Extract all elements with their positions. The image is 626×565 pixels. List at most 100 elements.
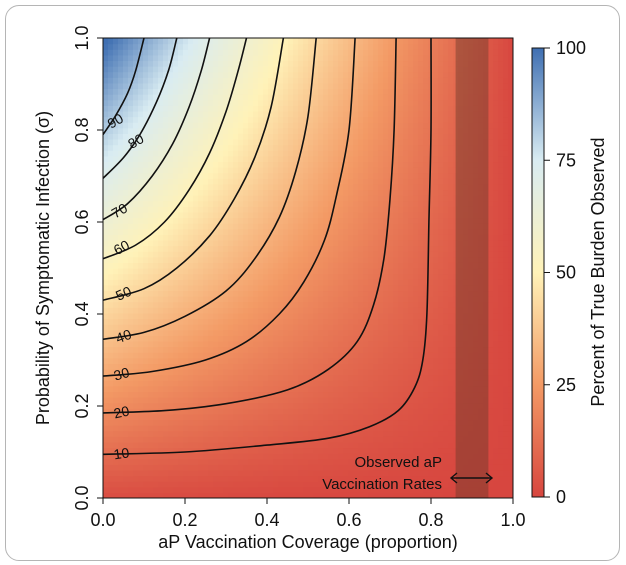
heat-cell [203,133,209,140]
heat-cell [338,464,344,471]
heat-cell [188,464,194,471]
heat-cell [358,217,364,224]
heat-cell [313,279,319,286]
heat-cell [178,183,184,191]
heat-cell [358,481,364,488]
heat-cell [188,239,194,247]
heat-cell [158,133,164,140]
heat-cell [363,475,369,482]
heat-cell [318,374,324,381]
heat-cell [128,268,134,275]
heat-cell [103,167,109,174]
heat-cell [213,312,219,320]
heat-cell [193,475,199,482]
heat-cell [213,60,219,67]
heat-cell [213,430,219,437]
heat-cell [393,307,399,314]
heat-cell [258,284,264,292]
heat-cell [248,172,254,179]
heat-cell [378,279,384,286]
heat-cell [323,492,329,498]
heat-cell [268,368,274,376]
heat-cell [248,245,254,252]
heat-cell [378,430,384,437]
heat-cell [313,60,319,67]
heat-cell [393,363,399,370]
heat-cell [263,189,269,196]
heat-cell [108,127,114,134]
heat-cell [218,385,224,393]
heat-cell [253,167,259,174]
heat-cell [318,402,324,409]
heat-cell [318,391,324,398]
heat-cell [213,329,219,336]
heat-cell [198,425,204,432]
heat-cell [338,223,344,230]
heat-cell [223,301,229,308]
heat-cell [278,464,284,471]
heat-cell [253,127,259,134]
heat-cell [213,301,219,308]
heat-cell [138,228,144,235]
heat-cell [268,138,274,146]
heat-cell [358,279,364,286]
heat-cell [273,486,279,493]
heat-cell [138,110,144,118]
heat-cell [188,234,194,241]
heat-cell [113,352,119,359]
heat-cell [338,183,344,191]
heat-cell [118,380,124,387]
heat-cell [338,161,344,168]
heat-cell [253,469,259,477]
heat-cell [388,60,394,67]
heat-cell [378,346,384,353]
heat-cell [313,189,319,196]
heat-cell [193,352,199,359]
heat-cell [168,99,174,106]
heat-cell [373,481,379,488]
heat-cell [398,419,404,426]
heat-cell [328,150,334,157]
heat-cell [378,82,384,90]
heat-cell [158,385,164,393]
heat-cell [373,105,379,112]
heat-cell [103,228,109,235]
heat-cell [273,346,279,353]
heat-cell [403,318,409,325]
heat-cell [213,340,219,348]
heat-cell [103,475,109,482]
heat-cell [168,268,174,275]
heat-cell [118,49,124,56]
heat-cell [288,324,294,331]
heat-cell [258,464,264,471]
heat-cell [323,211,329,219]
heat-cell [198,380,204,387]
heat-cell [373,385,379,393]
heat-cell [173,256,179,263]
heat-cell [128,127,134,134]
heat-cell [288,234,294,241]
heat-cell [188,352,194,359]
heat-cell [153,475,159,482]
heat-cell [123,122,129,129]
heat-cell [273,211,279,219]
heat-cell [133,183,139,191]
heat-cell [293,200,299,207]
heat-cell [263,138,269,146]
heat-cell [153,206,159,213]
heat-cell [268,324,274,331]
heat-cell [203,368,209,376]
heat-cell [323,127,329,134]
heat-cell [208,436,214,443]
heat-cell [398,245,404,252]
heat-cell [368,419,374,426]
heat-cell [293,447,299,454]
heat-cell [348,441,354,449]
heat-cell [353,167,359,174]
heat-cell [118,178,124,185]
heat-cell [363,284,369,292]
heat-cell [333,425,339,432]
heat-cell [378,296,384,303]
heat-cell [343,189,349,196]
heat-cell [318,262,324,269]
